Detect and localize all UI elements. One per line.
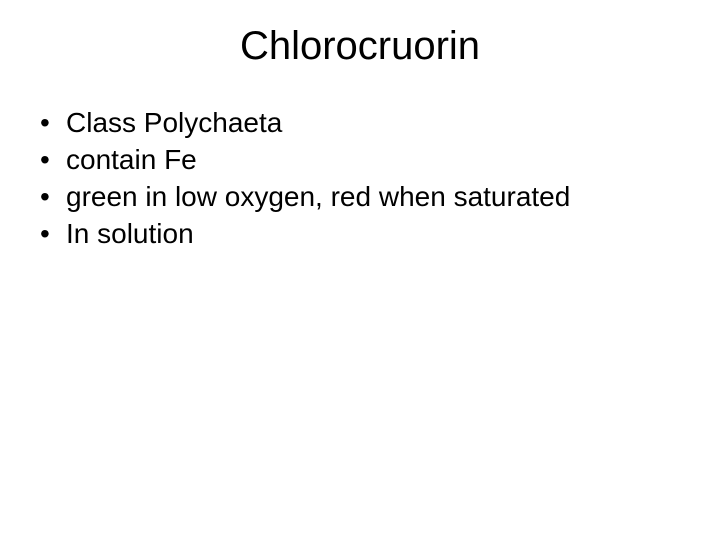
bullet-icon: •: [40, 216, 66, 251]
list-item: • contain Fe: [40, 142, 720, 177]
bullet-text: green in low oxygen, red when saturated: [66, 179, 720, 214]
bullet-icon: •: [40, 105, 66, 140]
bullet-icon: •: [40, 179, 66, 214]
bullet-list: • Class Polychaeta • contain Fe • green …: [0, 105, 720, 251]
bullet-text: Class Polychaeta: [66, 105, 720, 140]
bullet-text: contain Fe: [66, 142, 720, 177]
bullet-text: In solution: [66, 216, 720, 251]
slide-title: Chlorocruorin: [0, 24, 720, 69]
list-item: • green in low oxygen, red when saturate…: [40, 179, 720, 214]
bullet-icon: •: [40, 142, 66, 177]
list-item: • In solution: [40, 216, 720, 251]
slide-container: Chlorocruorin • Class Polychaeta • conta…: [0, 0, 720, 540]
list-item: • Class Polychaeta: [40, 105, 720, 140]
